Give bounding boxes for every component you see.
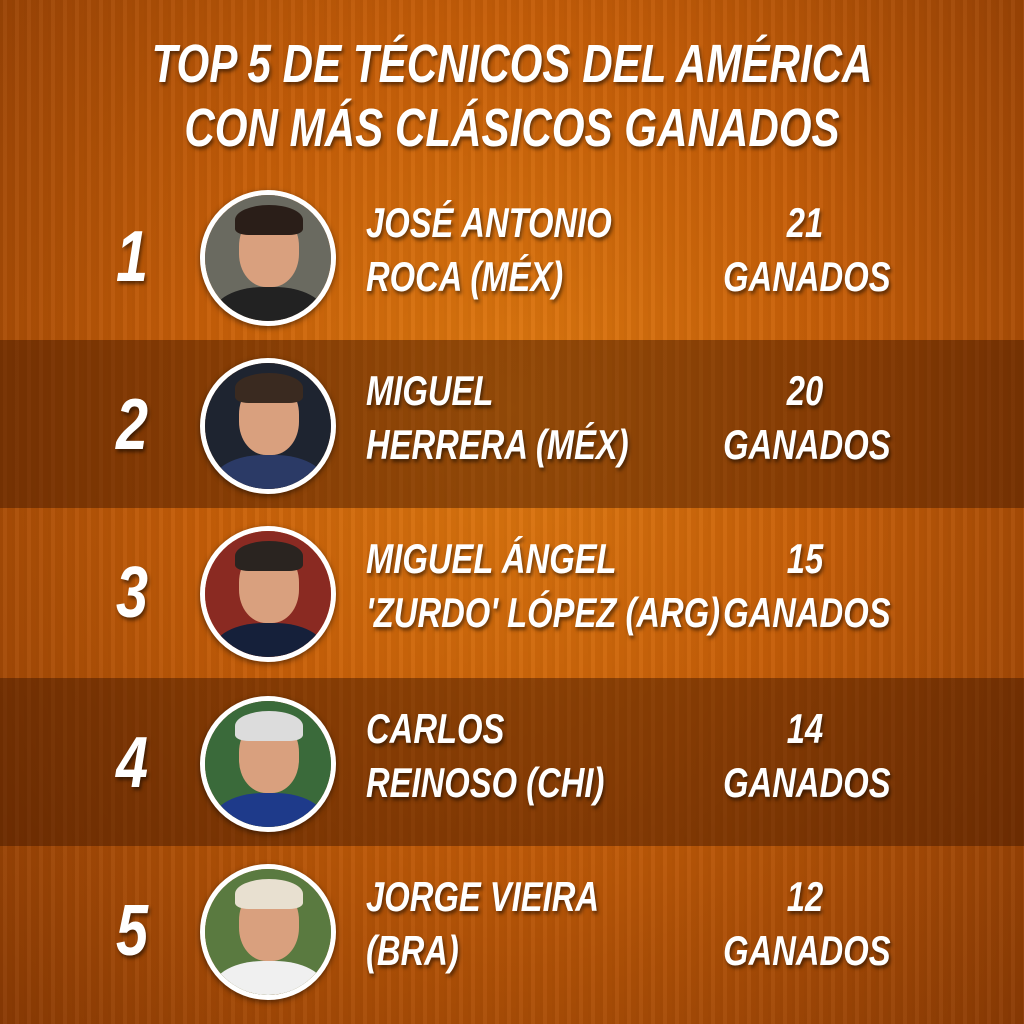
wins: 20 GANADOS <box>723 364 891 472</box>
coach-name-line-2: HERRERA (MÉX) <box>366 421 629 468</box>
wins-label: GANADOS <box>723 759 891 806</box>
wins-count: 20 <box>786 367 824 414</box>
coach-name-line-2: REINOSO (CHI) <box>366 759 605 806</box>
coach-photo <box>200 696 336 832</box>
ranking-row: 1 JOSÉ ANTONIO ROCA (MÉX) 21 GANADOS <box>0 172 1024 340</box>
coach-name-line-1: JOSÉ ANTONIO <box>366 199 612 246</box>
coach-name-line-2: ROCA (MÉX) <box>366 253 564 300</box>
title-line-1: TOP 5 DE TÉCNICOS DEL AMÉRICA <box>151 34 873 94</box>
ranking-row: 4 CARLOS REINOSO (CHI) 14 GANADOS <box>0 678 1024 846</box>
wins-count: 12 <box>786 873 824 920</box>
title-line-2: CON MÁS CLÁSICOS GANADOS <box>184 98 840 158</box>
wins: 21 GANADOS <box>723 196 891 304</box>
wins-label: GANADOS <box>723 253 891 300</box>
coach-name-line-2: 'ZURDO' LÓPEZ (ARG) <box>366 589 721 636</box>
page-title: TOP 5 DE TÉCNICOS DEL AMÉRICA CON MÁS CL… <box>0 32 1024 160</box>
coach-name: JOSÉ ANTONIO ROCA (MÉX) <box>366 196 612 304</box>
ranking-row: 5 JORGE VIEIRA (BRA) 12 GANADOS <box>0 846 1024 1014</box>
coach-name-line-1: MIGUEL <box>366 367 494 414</box>
rank-number: 1 <box>116 217 149 297</box>
rank-number: 4 <box>116 723 149 803</box>
rank-number: 3 <box>116 553 149 633</box>
coach-photo <box>200 358 336 494</box>
coach-photo <box>200 190 336 326</box>
ranking-row: 3 MIGUEL ÁNGEL 'ZURDO' LÓPEZ (ARG) 15 GA… <box>0 508 1024 676</box>
wins: 12 GANADOS <box>723 870 891 978</box>
coach-name-line-1: CARLOS <box>366 705 505 752</box>
coach-name: CARLOS REINOSO (CHI) <box>366 702 604 810</box>
wins-count: 15 <box>786 535 824 582</box>
wins: 15 GANADOS <box>723 532 891 640</box>
coach-name-line-2: (BRA) <box>366 927 459 974</box>
coach-name-line-1: MIGUEL ÁNGEL <box>366 535 617 582</box>
ranking-row: 2 MIGUEL HERRERA (MÉX) 20 GANADOS <box>0 340 1024 508</box>
coach-name: JORGE VIEIRA (BRA) <box>366 870 599 978</box>
wins-count: 21 <box>786 199 824 246</box>
wins-count: 14 <box>786 705 824 752</box>
wins-label: GANADOS <box>723 421 891 468</box>
rank-number: 2 <box>116 385 149 465</box>
rank-number: 5 <box>116 891 149 971</box>
wins: 14 GANADOS <box>723 702 891 810</box>
coach-photo <box>200 864 336 1000</box>
wins-label: GANADOS <box>723 927 891 974</box>
coach-name: MIGUEL HERRERA (MÉX) <box>366 364 629 472</box>
coach-name: MIGUEL ÁNGEL 'ZURDO' LÓPEZ (ARG) <box>366 532 720 640</box>
wins-label: GANADOS <box>723 589 891 636</box>
coach-photo <box>200 526 336 662</box>
coach-name-line-1: JORGE VIEIRA <box>366 873 600 920</box>
